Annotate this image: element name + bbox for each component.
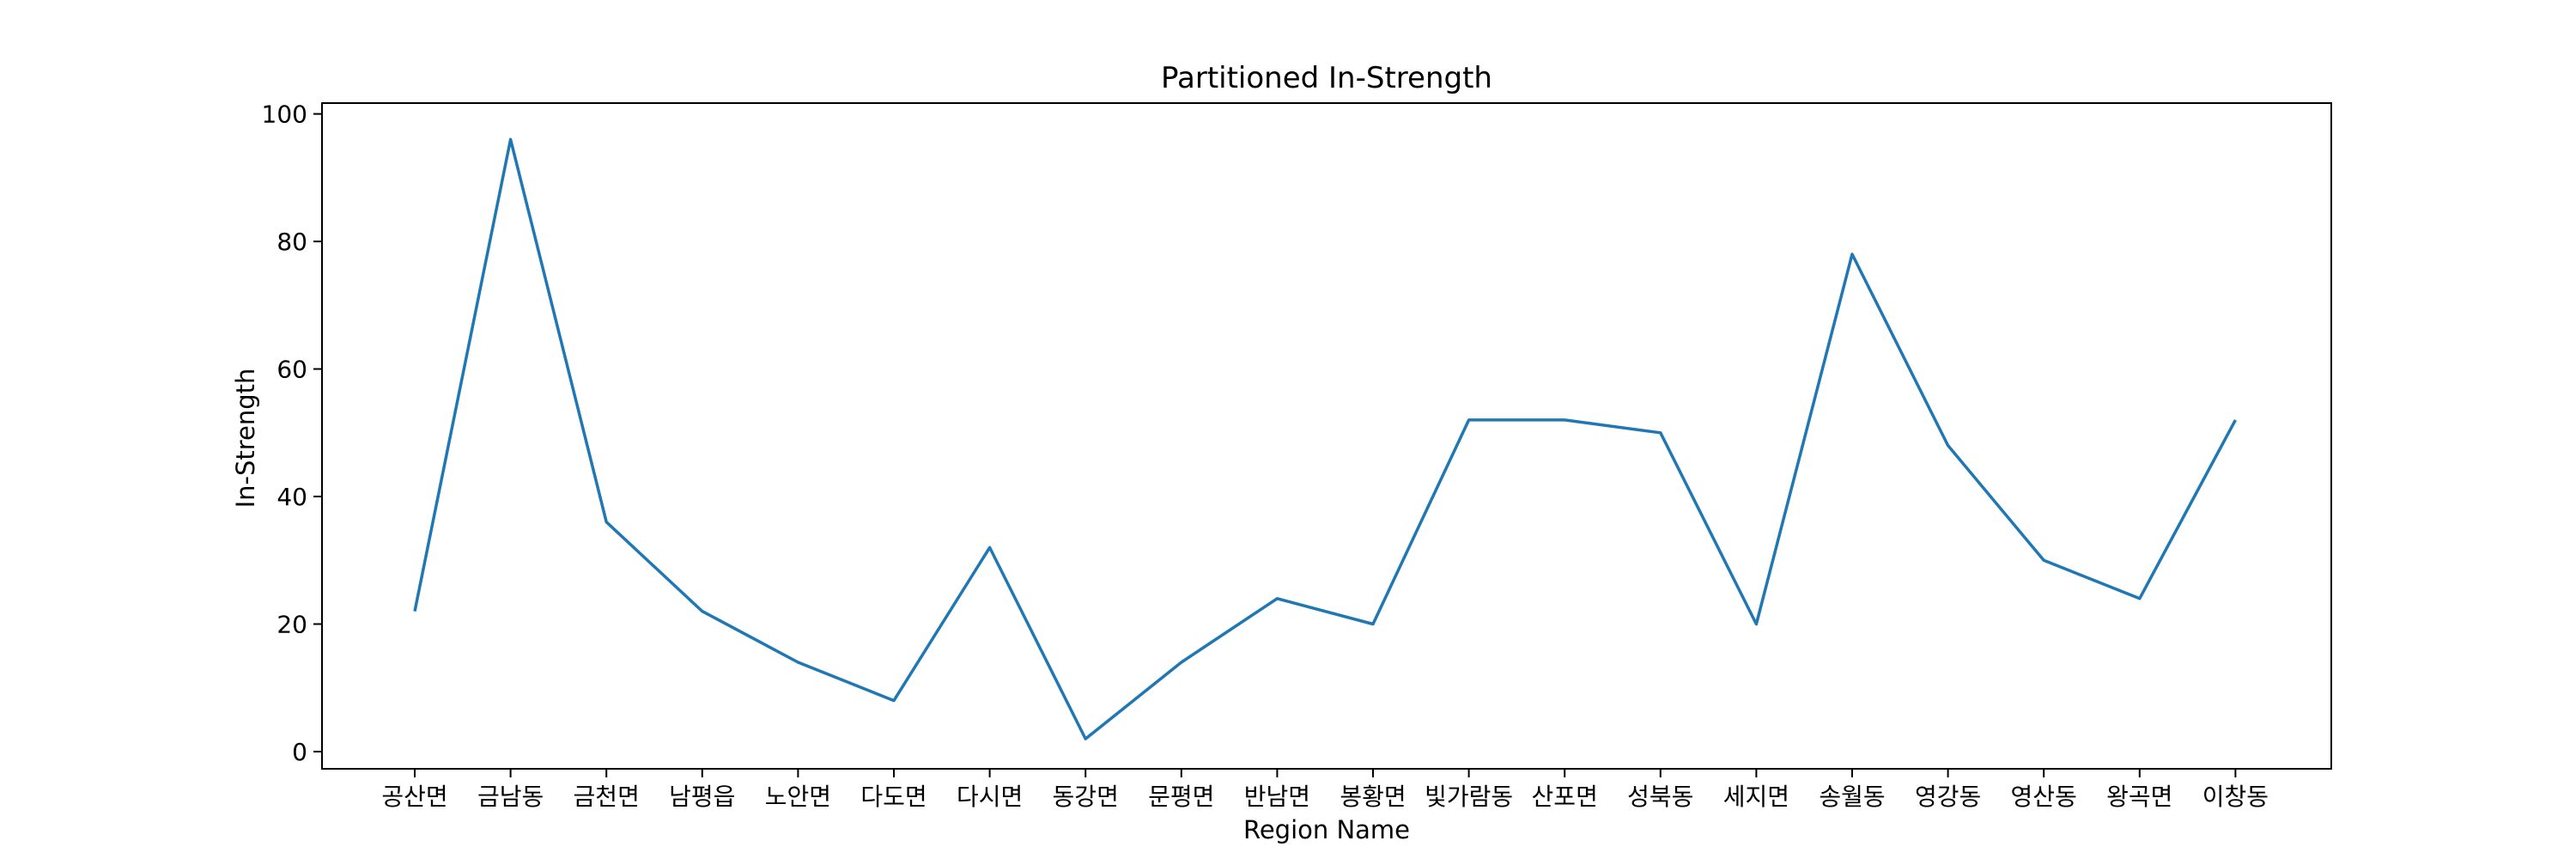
y-tick-label: 60: [276, 356, 307, 384]
y-axis-label: In-Strength: [231, 369, 260, 509]
x-tick-label: 송월동: [1819, 783, 1885, 811]
x-tick-label: 공산면: [381, 783, 447, 811]
x-tick-label: 문평면: [1148, 783, 1214, 811]
x-axis-label: Region Name: [1243, 815, 1410, 844]
x-tick-label: 이창동: [2202, 783, 2269, 811]
y-tick-label: 40: [276, 483, 307, 511]
x-tick-label: 봉황면: [1340, 783, 1406, 811]
x-tick-label: 왕곡면: [2106, 783, 2172, 811]
x-tick-label: 노안면: [765, 783, 831, 811]
x-tick-label: 성북동: [1627, 783, 1693, 811]
x-tick-label: 다도면: [860, 783, 927, 811]
x-tick-label: 금천면: [574, 783, 640, 811]
y-tick-label: 80: [276, 228, 307, 256]
x-tick-label: 동강면: [1053, 783, 1119, 811]
series-line-0: [413, 137, 2237, 740]
x-tick-label: 산포면: [1532, 783, 1598, 811]
x-tick-label: 남평읍: [669, 783, 735, 811]
chart-title: Partitioned In-Strength: [1161, 61, 1492, 95]
x-tick-label: 세지면: [1723, 783, 1789, 811]
x-tick-label: 다시면: [957, 783, 1023, 811]
plot-frame: [321, 102, 2332, 770]
y-tick-label: 100: [262, 101, 307, 129]
x-tick-label: 영산동: [2011, 783, 2077, 811]
plot-area: 0 20 40 60 80 100 공산면 금남동 금천면 남평읍 노안면 다도면 다시면 동강면 문평면 반…: [262, 101, 2332, 811]
x-tick-label: 금남동: [477, 783, 544, 811]
x-tick-label: 영강동: [1915, 783, 1981, 811]
x-tick-label: 반남면: [1244, 783, 1310, 811]
y-tick-label: 0: [292, 738, 307, 766]
y-tick-label: 20: [276, 610, 307, 638]
x-tick-label: 빛가람동: [1425, 783, 1513, 811]
